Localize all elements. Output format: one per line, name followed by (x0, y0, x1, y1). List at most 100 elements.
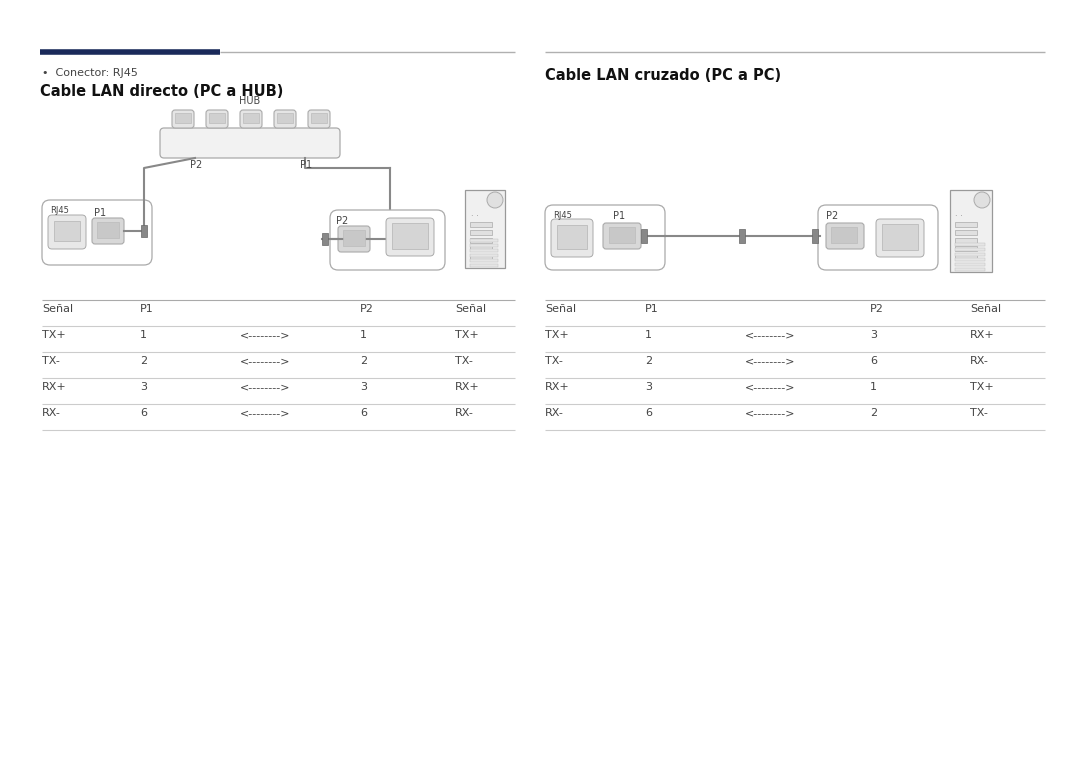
Text: P2: P2 (870, 304, 883, 314)
Bar (54, 221, 80, 241)
Text: P1: P1 (300, 160, 312, 170)
Text: P1: P1 (645, 304, 659, 314)
Text: TX-: TX- (545, 356, 563, 366)
FancyBboxPatch shape (551, 219, 593, 257)
Bar (812, 229, 818, 243)
Text: RX-: RX- (970, 356, 989, 366)
Bar (955, 222, 977, 227)
Text: RX-: RX- (545, 408, 564, 418)
FancyBboxPatch shape (818, 205, 939, 270)
Text: <-------->: <--------> (745, 382, 796, 392)
Text: <-------->: <--------> (745, 330, 796, 340)
FancyBboxPatch shape (160, 128, 340, 158)
FancyBboxPatch shape (42, 200, 152, 265)
Text: <-------->: <--------> (745, 408, 796, 418)
Text: <-------->: <--------> (240, 382, 291, 392)
Text: 1: 1 (360, 330, 367, 340)
Text: <-------->: <--------> (240, 330, 291, 340)
Text: RX+: RX+ (970, 330, 995, 340)
Text: Señal: Señal (455, 304, 486, 314)
FancyBboxPatch shape (172, 110, 194, 128)
FancyBboxPatch shape (545, 205, 665, 270)
FancyBboxPatch shape (826, 223, 864, 249)
FancyBboxPatch shape (386, 218, 434, 256)
Bar (343, 230, 365, 246)
Text: RX+: RX+ (42, 382, 67, 392)
Text: TX+: TX+ (970, 382, 994, 392)
Bar (955, 230, 977, 235)
Text: TX+: TX+ (42, 330, 66, 340)
Bar (557, 225, 588, 249)
Text: 1: 1 (645, 330, 652, 340)
Text: 6: 6 (140, 408, 147, 418)
Bar (955, 268, 985, 271)
Bar (311, 113, 327, 123)
Bar (955, 238, 977, 243)
Bar (470, 244, 498, 247)
Bar (955, 263, 985, 266)
Text: TX+: TX+ (455, 330, 478, 340)
Text: P2: P2 (190, 160, 202, 170)
Text: P1: P1 (613, 211, 625, 221)
Bar (243, 113, 259, 123)
Bar (470, 259, 498, 262)
Text: 3: 3 (360, 382, 367, 392)
Bar (470, 254, 492, 259)
Bar (955, 253, 985, 256)
Text: 2: 2 (360, 356, 367, 366)
Circle shape (974, 192, 990, 208)
Text: TX+: TX+ (545, 330, 569, 340)
Bar (276, 113, 293, 123)
Bar (470, 254, 498, 257)
Text: P1: P1 (94, 208, 106, 218)
Bar (882, 224, 918, 250)
FancyBboxPatch shape (240, 110, 262, 128)
Text: · ·: · · (471, 212, 478, 221)
Bar (470, 230, 492, 235)
Text: <-------->: <--------> (240, 356, 291, 366)
Text: 1: 1 (140, 330, 147, 340)
Text: Señal: Señal (545, 304, 576, 314)
Bar (642, 229, 647, 243)
Text: HUB: HUB (240, 96, 260, 106)
Text: TX-: TX- (42, 356, 59, 366)
Bar (141, 225, 147, 237)
Text: 3: 3 (870, 330, 877, 340)
Text: 3: 3 (645, 382, 652, 392)
Text: 2: 2 (140, 356, 147, 366)
Bar (955, 248, 985, 251)
Text: TX-: TX- (455, 356, 473, 366)
Text: P2: P2 (336, 216, 348, 226)
Bar (955, 243, 985, 246)
Bar (175, 113, 191, 123)
Text: TX-: TX- (970, 408, 988, 418)
FancyBboxPatch shape (603, 223, 642, 249)
Text: Cable LAN cruzado (PC a PC): Cable LAN cruzado (PC a PC) (545, 68, 781, 83)
Text: · ·: · · (955, 212, 963, 221)
Text: RJ45: RJ45 (553, 211, 572, 220)
Bar (392, 223, 428, 249)
Text: RX-: RX- (42, 408, 60, 418)
Bar (470, 238, 492, 243)
FancyBboxPatch shape (48, 215, 86, 249)
Text: 3: 3 (140, 382, 147, 392)
Text: 6: 6 (870, 356, 877, 366)
Text: 6: 6 (360, 408, 367, 418)
Bar (955, 254, 977, 259)
Bar (470, 239, 498, 242)
FancyBboxPatch shape (308, 110, 330, 128)
Text: P1: P1 (140, 304, 153, 314)
FancyBboxPatch shape (330, 210, 445, 270)
Text: •  Conector: RJ45: • Conector: RJ45 (42, 68, 138, 78)
Bar (470, 222, 492, 227)
Circle shape (487, 192, 503, 208)
Bar (470, 246, 492, 251)
Text: <-------->: <--------> (745, 356, 796, 366)
Text: Señal: Señal (970, 304, 1001, 314)
Bar (470, 249, 498, 252)
Text: 6: 6 (645, 408, 652, 418)
FancyBboxPatch shape (92, 218, 124, 244)
Text: P2: P2 (360, 304, 374, 314)
FancyBboxPatch shape (206, 110, 228, 128)
Bar (955, 258, 985, 261)
